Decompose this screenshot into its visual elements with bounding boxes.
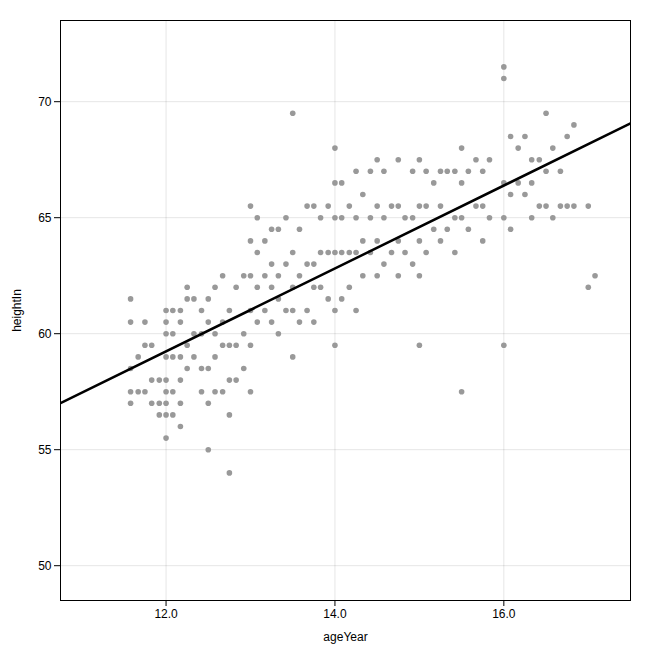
svg-text:ageYear: ageYear bbox=[323, 630, 367, 644]
svg-text:55: 55 bbox=[38, 443, 52, 457]
svg-text:14.0: 14.0 bbox=[323, 607, 347, 621]
svg-text:70: 70 bbox=[38, 95, 52, 109]
svg-text:12.0: 12.0 bbox=[154, 607, 178, 621]
svg-text:16.0: 16.0 bbox=[492, 607, 516, 621]
svg-text:50: 50 bbox=[38, 559, 52, 573]
svg-text:heightIn: heightIn bbox=[10, 289, 24, 332]
svg-text:65: 65 bbox=[38, 211, 52, 225]
svg-text:60: 60 bbox=[38, 327, 52, 341]
